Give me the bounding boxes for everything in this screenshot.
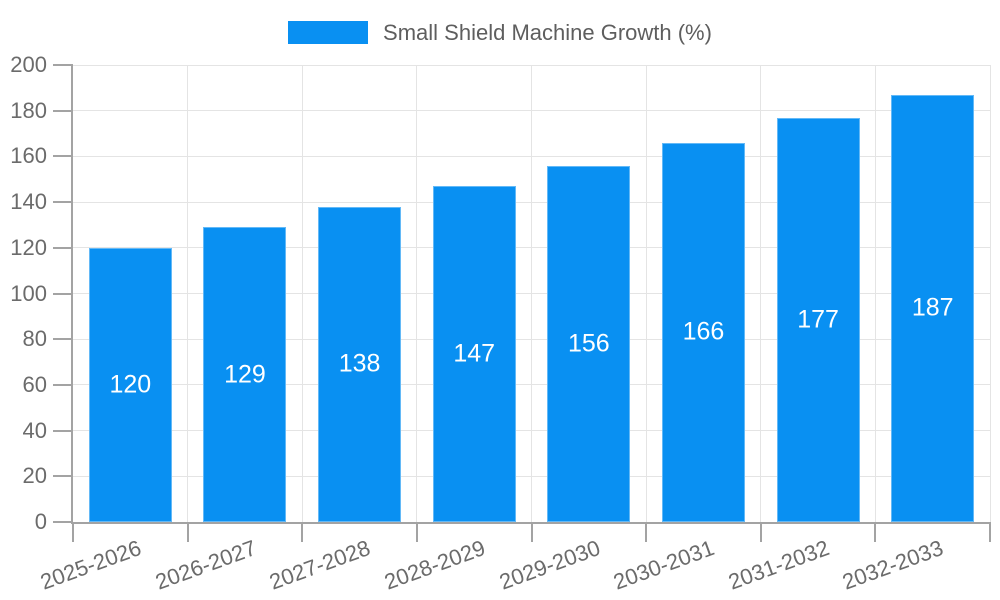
gridline-vertical bbox=[531, 65, 532, 522]
x-category-label: 2032-2033 bbox=[839, 535, 947, 595]
y-tick-label: 120 bbox=[10, 234, 47, 260]
y-axis-tick bbox=[53, 64, 73, 66]
y-tick-label: 180 bbox=[10, 97, 47, 123]
x-category-label: 2028-2029 bbox=[380, 535, 489, 595]
bar-value-label: 147 bbox=[453, 339, 496, 368]
bar-value-label: 166 bbox=[682, 317, 725, 346]
bar-value-label: 187 bbox=[911, 293, 954, 322]
x-category-label: 2025-2026 bbox=[37, 535, 145, 595]
x-axis-line bbox=[71, 522, 990, 524]
x-axis-tick bbox=[530, 522, 533, 542]
y-tick-label: 140 bbox=[10, 189, 47, 215]
y-axis-line bbox=[71, 65, 73, 522]
y-axis-tick bbox=[53, 475, 73, 478]
gridline-vertical bbox=[645, 65, 647, 522]
x-category-label: 2029-2030 bbox=[495, 535, 604, 595]
y-tick-label: 40 bbox=[22, 417, 47, 443]
x-category-label: 2027-2028 bbox=[266, 535, 374, 595]
y-axis-tick bbox=[53, 383, 73, 386]
x-axis-tick bbox=[759, 522, 762, 542]
y-axis-tick bbox=[53, 338, 73, 341]
gridline-vertical bbox=[416, 65, 418, 522]
gridline-vertical bbox=[760, 65, 762, 522]
x-axis-tick bbox=[645, 522, 648, 542]
y-tick-label: 200 bbox=[10, 52, 47, 77]
y-tick-label: 60 bbox=[22, 371, 47, 397]
y-axis-tick bbox=[53, 246, 73, 249]
y-axis-tick bbox=[53, 201, 73, 204]
legend-swatch bbox=[288, 21, 369, 44]
gridline-vertical bbox=[874, 65, 876, 522]
x-axis-tick bbox=[186, 522, 189, 542]
bar-value-label: 120 bbox=[109, 370, 152, 399]
bar-value-label: 129 bbox=[224, 360, 266, 389]
bar-2031-2032[interactable] bbox=[776, 117, 860, 522]
bar-value-label: 156 bbox=[567, 329, 610, 358]
bar-value-label: 138 bbox=[338, 349, 381, 378]
legend-label: Small Shield Machine Growth (%) bbox=[383, 20, 712, 45]
gridline-vertical bbox=[187, 65, 189, 522]
bar-2025-2026[interactable] bbox=[88, 247, 172, 522]
gridline-vertical bbox=[989, 65, 991, 522]
x-axis-tick bbox=[989, 522, 991, 542]
x-category-label: 2030-2031 bbox=[610, 535, 718, 595]
bar-2027-2028[interactable] bbox=[318, 206, 402, 522]
bar-2028-2029[interactable] bbox=[432, 186, 516, 522]
legend[interactable]: Small Shield Machine Growth (%) bbox=[0, 21, 1000, 44]
x-axis-tick bbox=[72, 522, 74, 542]
x-axis-tick bbox=[415, 522, 418, 542]
bar-2032-2033[interactable] bbox=[891, 94, 975, 522]
x-category-label: 2031-2032 bbox=[724, 535, 833, 595]
bar-2029-2030[interactable] bbox=[547, 165, 631, 522]
y-axis-tick bbox=[53, 155, 73, 158]
x-axis-tick bbox=[874, 522, 877, 542]
y-tick-label: 20 bbox=[22, 463, 47, 489]
x-axis-tick bbox=[301, 522, 304, 542]
y-axis-tick bbox=[53, 109, 73, 112]
bar-2030-2031[interactable] bbox=[661, 142, 745, 522]
y-axis-tick bbox=[53, 292, 73, 295]
bar-value-label: 177 bbox=[797, 305, 839, 334]
y-axis-tick bbox=[53, 521, 73, 523]
y-axis-tick bbox=[53, 429, 73, 432]
y-tick-label: 0 bbox=[34, 509, 47, 534]
gridline-vertical bbox=[301, 65, 303, 522]
x-category-label: 2026-2027 bbox=[151, 535, 260, 595]
y-tick-label: 80 bbox=[22, 326, 47, 352]
y-tick-label: 160 bbox=[10, 143, 47, 169]
bar-2026-2027[interactable] bbox=[203, 227, 287, 522]
y-tick-label: 100 bbox=[10, 280, 47, 306]
